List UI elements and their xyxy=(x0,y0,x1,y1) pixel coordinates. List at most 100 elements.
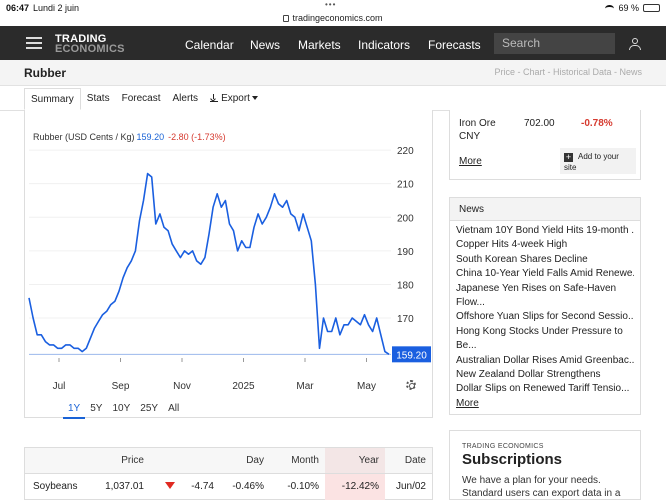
tab-stats[interactable]: Stats xyxy=(86,93,110,104)
nav-link-news[interactable]: News xyxy=(250,38,281,52)
price-chart[interactable]: 170 180 190 200 210 220 Jul Sep Nov 2025 Mar May 159… xyxy=(25,110,434,400)
chart-label: Rubber (USD Cents / Kg) xyxy=(33,132,135,142)
ios-status-bar: 06:47 Lundi 2 juin ••• tradingeconomics.… xyxy=(0,0,666,26)
address-url: tradingeconomics.com xyxy=(292,13,383,23)
status-time: 06:47 xyxy=(6,3,30,13)
news-item[interactable]: Hong Kong Stocks Under Pressure to xyxy=(456,325,623,337)
chart-panel: 170 180 190 200 210 220 Jul Sep Nov 2025 Mar May 159… xyxy=(24,110,434,419)
add-to-site-label: Add to your site xyxy=(564,152,619,172)
chart-change: -2.80 (-1.73%) xyxy=(168,132,226,142)
row-date: Jun/02 xyxy=(395,481,426,493)
logo-line-1: TRADING xyxy=(55,33,107,45)
add-to-site-button[interactable]: + Add to your site xyxy=(560,148,636,174)
col-header-year[interactable]: Year xyxy=(325,448,385,474)
y-tick-label: 210 xyxy=(397,180,414,191)
news-item[interactable]: Be... xyxy=(456,340,477,352)
caret-down-icon xyxy=(251,96,258,100)
x-tick-label: May xyxy=(357,381,376,392)
news-more-link[interactable]: More xyxy=(456,397,479,409)
y-tick-label: 220 xyxy=(397,146,414,157)
news-item[interactable]: Copper Hits 4-week High xyxy=(456,239,568,251)
site-logo[interactable]: TRADING ECONOMICS xyxy=(55,33,125,55)
nav-link-indicators[interactable]: Indicators xyxy=(358,38,411,52)
series-line xyxy=(28,172,390,355)
search-input[interactable]: Search xyxy=(494,33,615,54)
row-change: -4.74 xyxy=(150,473,220,500)
quote-value: 702.00 xyxy=(524,118,555,129)
row-month: -0.10% xyxy=(287,481,319,493)
range-all[interactable]: All xyxy=(168,403,180,414)
subscriptions-box: TRADING ECONOMICS Subscriptions We have … xyxy=(449,430,641,500)
breadcrumb[interactable]: Price - Chart - Historical Data - News xyxy=(494,67,642,77)
range-25y[interactable]: 25Y xyxy=(140,403,159,414)
x-tick-label: Mar xyxy=(296,381,314,392)
news-item[interactable]: Dollar Slips on Renewed Tariff Tensio... xyxy=(456,383,630,395)
news-item[interactable]: Flow... xyxy=(456,297,485,309)
download-icon xyxy=(210,94,219,102)
page-title: Rubber xyxy=(24,66,66,80)
tab-export-label: Export xyxy=(221,93,250,104)
table-row[interactable]: Soybeans 1,037.01 -4.74 -0.46% -0.10% -1… xyxy=(25,473,432,500)
x-tick-label: Nov xyxy=(173,381,191,392)
battery-icon xyxy=(643,4,660,12)
table-header-row: Price Day Month Year Date xyxy=(25,448,432,474)
tab-bar: Summary Stats Forecast Alerts Export xyxy=(24,88,264,110)
nav-link-calendar[interactable]: Calendar xyxy=(185,38,234,52)
chart-header: Rubber (USD Cents / Kg) 159.20 -2.80 (-1.7… xyxy=(33,132,226,142)
range-5y[interactable]: 5Y xyxy=(90,403,103,414)
last-value-label: 159.20 xyxy=(396,350,427,361)
last-value-box xyxy=(392,346,431,363)
status-right: 69 % xyxy=(605,3,660,13)
range-1y[interactable]: 1Y xyxy=(63,401,86,419)
y-tick-label: 200 xyxy=(397,213,414,224)
news-header: News xyxy=(450,198,640,221)
col-header-day[interactable]: Day xyxy=(220,448,270,474)
col-header-month[interactable]: Month xyxy=(270,448,325,474)
range-10y[interactable]: 10Y xyxy=(112,403,131,414)
quote-change: -0.78% xyxy=(581,118,613,129)
news-item[interactable]: New Zealand Dollar Strengthens xyxy=(456,369,601,381)
news-item[interactable]: Australian Dollar Rises Amid Greenbac... xyxy=(456,354,634,366)
y-tick-label: 170 xyxy=(397,314,414,325)
tab-alerts[interactable]: Alerts xyxy=(172,93,199,104)
gear-icon[interactable] xyxy=(406,380,416,390)
lock-icon xyxy=(283,15,290,22)
tab-summary[interactable]: Summary xyxy=(24,88,81,110)
news-list: Vietnam 10Y Bond Yield Hits 19-month ...… xyxy=(450,221,640,411)
user-icon[interactable] xyxy=(629,38,641,50)
wifi-icon xyxy=(605,4,615,12)
top-navbar: TRADING ECONOMICS Calendar News Markets … xyxy=(0,26,666,60)
news-item[interactable]: Japanese Yen Rises on Safe-Haven xyxy=(456,282,617,294)
news-item[interactable]: Offshore Yuan Slips for Second Sessio... xyxy=(456,311,634,323)
y-tick-label: 180 xyxy=(397,280,414,291)
col-header-name xyxy=(25,448,105,474)
quote-name[interactable]: Iron Ore CNY xyxy=(459,118,496,142)
x-tick-label: 2025 xyxy=(232,381,255,392)
x-tick-label: Jul xyxy=(53,381,66,392)
nav-link-forecasts[interactable]: Forecasts xyxy=(428,38,481,52)
col-header-price[interactable]: Price xyxy=(105,448,150,474)
row-name[interactable]: Soybeans xyxy=(33,481,78,493)
tab-forecast[interactable]: Forecast xyxy=(121,93,161,104)
quote-more-link[interactable]: More xyxy=(459,156,482,167)
y-tick-label: 190 xyxy=(397,247,414,258)
row-day: -0.46% xyxy=(232,481,264,493)
subscriptions-desc: We have a plan for your needs. Standard … xyxy=(462,475,621,499)
address-bar[interactable]: tradingeconomics.com xyxy=(0,13,666,23)
more-dots-icon[interactable]: ••• xyxy=(325,0,337,9)
related-quote-box: Iron Ore CNY 702.00 -0.78% More + Add to … xyxy=(449,110,641,180)
subscriptions-title[interactable]: Subscriptions xyxy=(462,451,563,468)
col-header-date[interactable]: Date xyxy=(385,448,432,474)
logo-line-2: ECONOMICS xyxy=(55,43,125,55)
x-tick-label: Sep xyxy=(112,381,130,392)
status-date: Lundi 2 juin xyxy=(33,3,80,13)
tab-export[interactable]: Export xyxy=(204,88,264,110)
news-item[interactable]: China 10-Year Yield Falls Amid Renewe... xyxy=(456,268,634,280)
commodities-table: Price Day Month Year Date Soybeans 1,037… xyxy=(24,447,433,500)
news-item[interactable]: Vietnam 10Y Bond Yield Hits 19-month ... xyxy=(456,225,634,236)
hamburger-menu-icon[interactable] xyxy=(26,37,42,49)
battery-percent: 69 % xyxy=(618,3,639,13)
news-item[interactable]: South Korean Shares Decline xyxy=(456,253,588,265)
nav-link-markets[interactable]: Markets xyxy=(298,38,341,52)
row-year: -12.42% xyxy=(325,473,385,500)
